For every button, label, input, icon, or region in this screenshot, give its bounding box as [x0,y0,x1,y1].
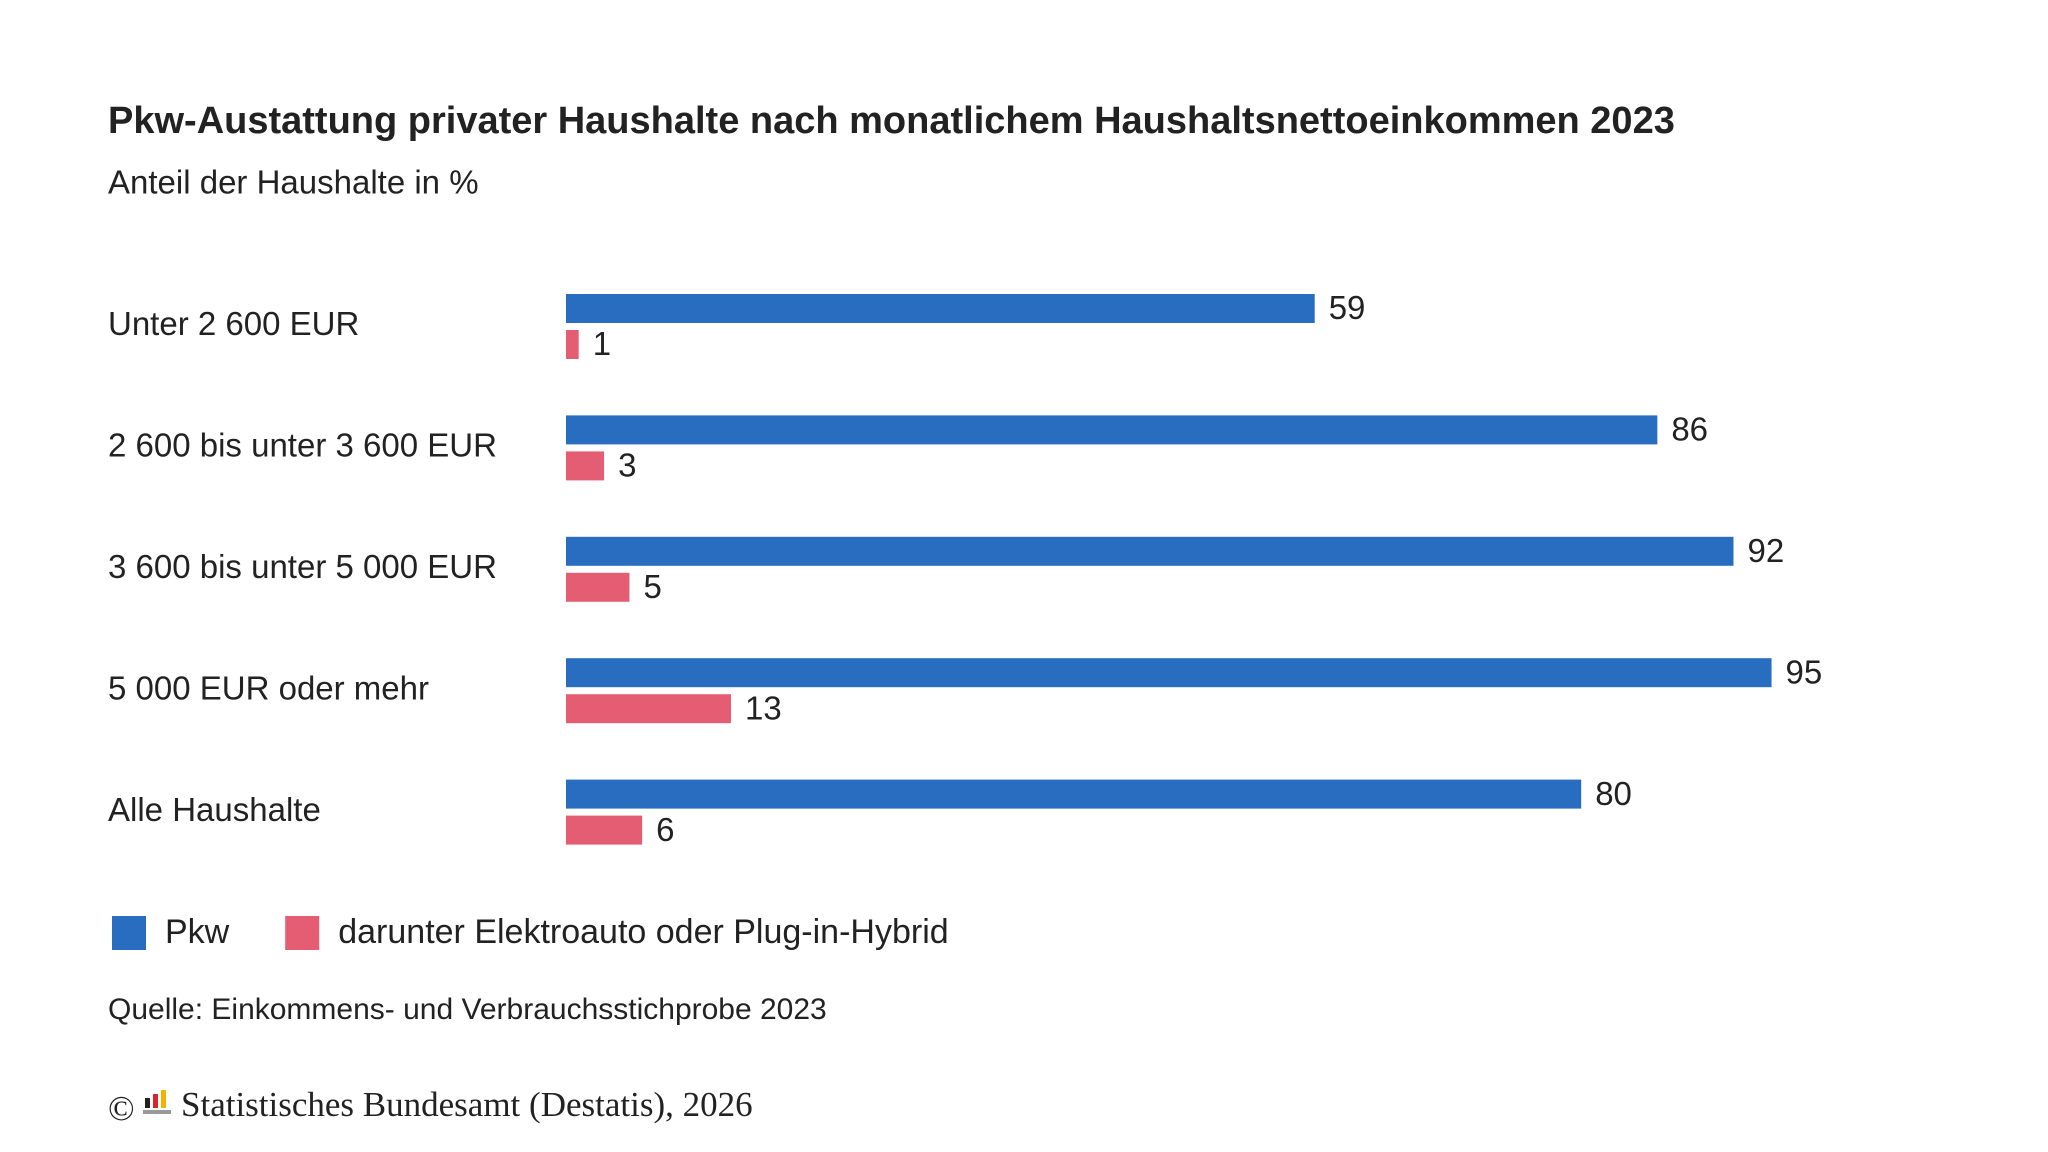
bar [566,451,605,481]
bar [566,415,1658,445]
value-label: 92 [1747,532,1784,569]
category-label: 3 600 bis unter 5 000 EUR [108,548,497,585]
value-label: 3 [618,447,636,484]
legend-swatch [112,916,146,950]
source: Quelle: Einkommens- und Verbrauchsstichp… [108,993,827,1026]
value-label: 59 [1329,289,1366,326]
bar [566,294,1315,323]
chart-subtitle: Anteil der Haushalte in % [108,164,479,201]
copyright-symbol: © [108,1089,135,1128]
value-label: 6 [656,811,674,848]
category-label: Unter 2 600 EUR [108,305,359,342]
destatis-logo [143,1090,171,1114]
value-label: 86 [1671,411,1708,448]
chart-title: Pkw-Austattung privater Haushalte nach m… [108,100,1675,142]
legend-swatch [285,916,320,950]
value-label: 80 [1595,775,1632,812]
value-label: 5 [643,568,661,605]
bar [566,330,579,359]
value-label: 1 [593,325,611,362]
legend-label: darunter Elektroauto oder Plug-in-Hybrid [338,913,948,951]
bar [566,694,731,724]
bar [566,572,630,602]
bar [566,779,1582,809]
bar [566,658,1772,688]
legend-label: Pkw [165,913,230,951]
value-label: 13 [745,689,782,726]
category-label: Alle Haushalte [108,791,321,828]
category-label: 2 600 bis unter 3 600 EUR [108,427,497,464]
value-label: 95 [1786,653,1823,690]
credit: Statistisches Bundesamt (Destatis), 2026 [181,1085,753,1124]
bar [566,536,1734,566]
category-label: 5 000 EUR oder mehr [108,669,429,706]
bar [566,815,643,845]
